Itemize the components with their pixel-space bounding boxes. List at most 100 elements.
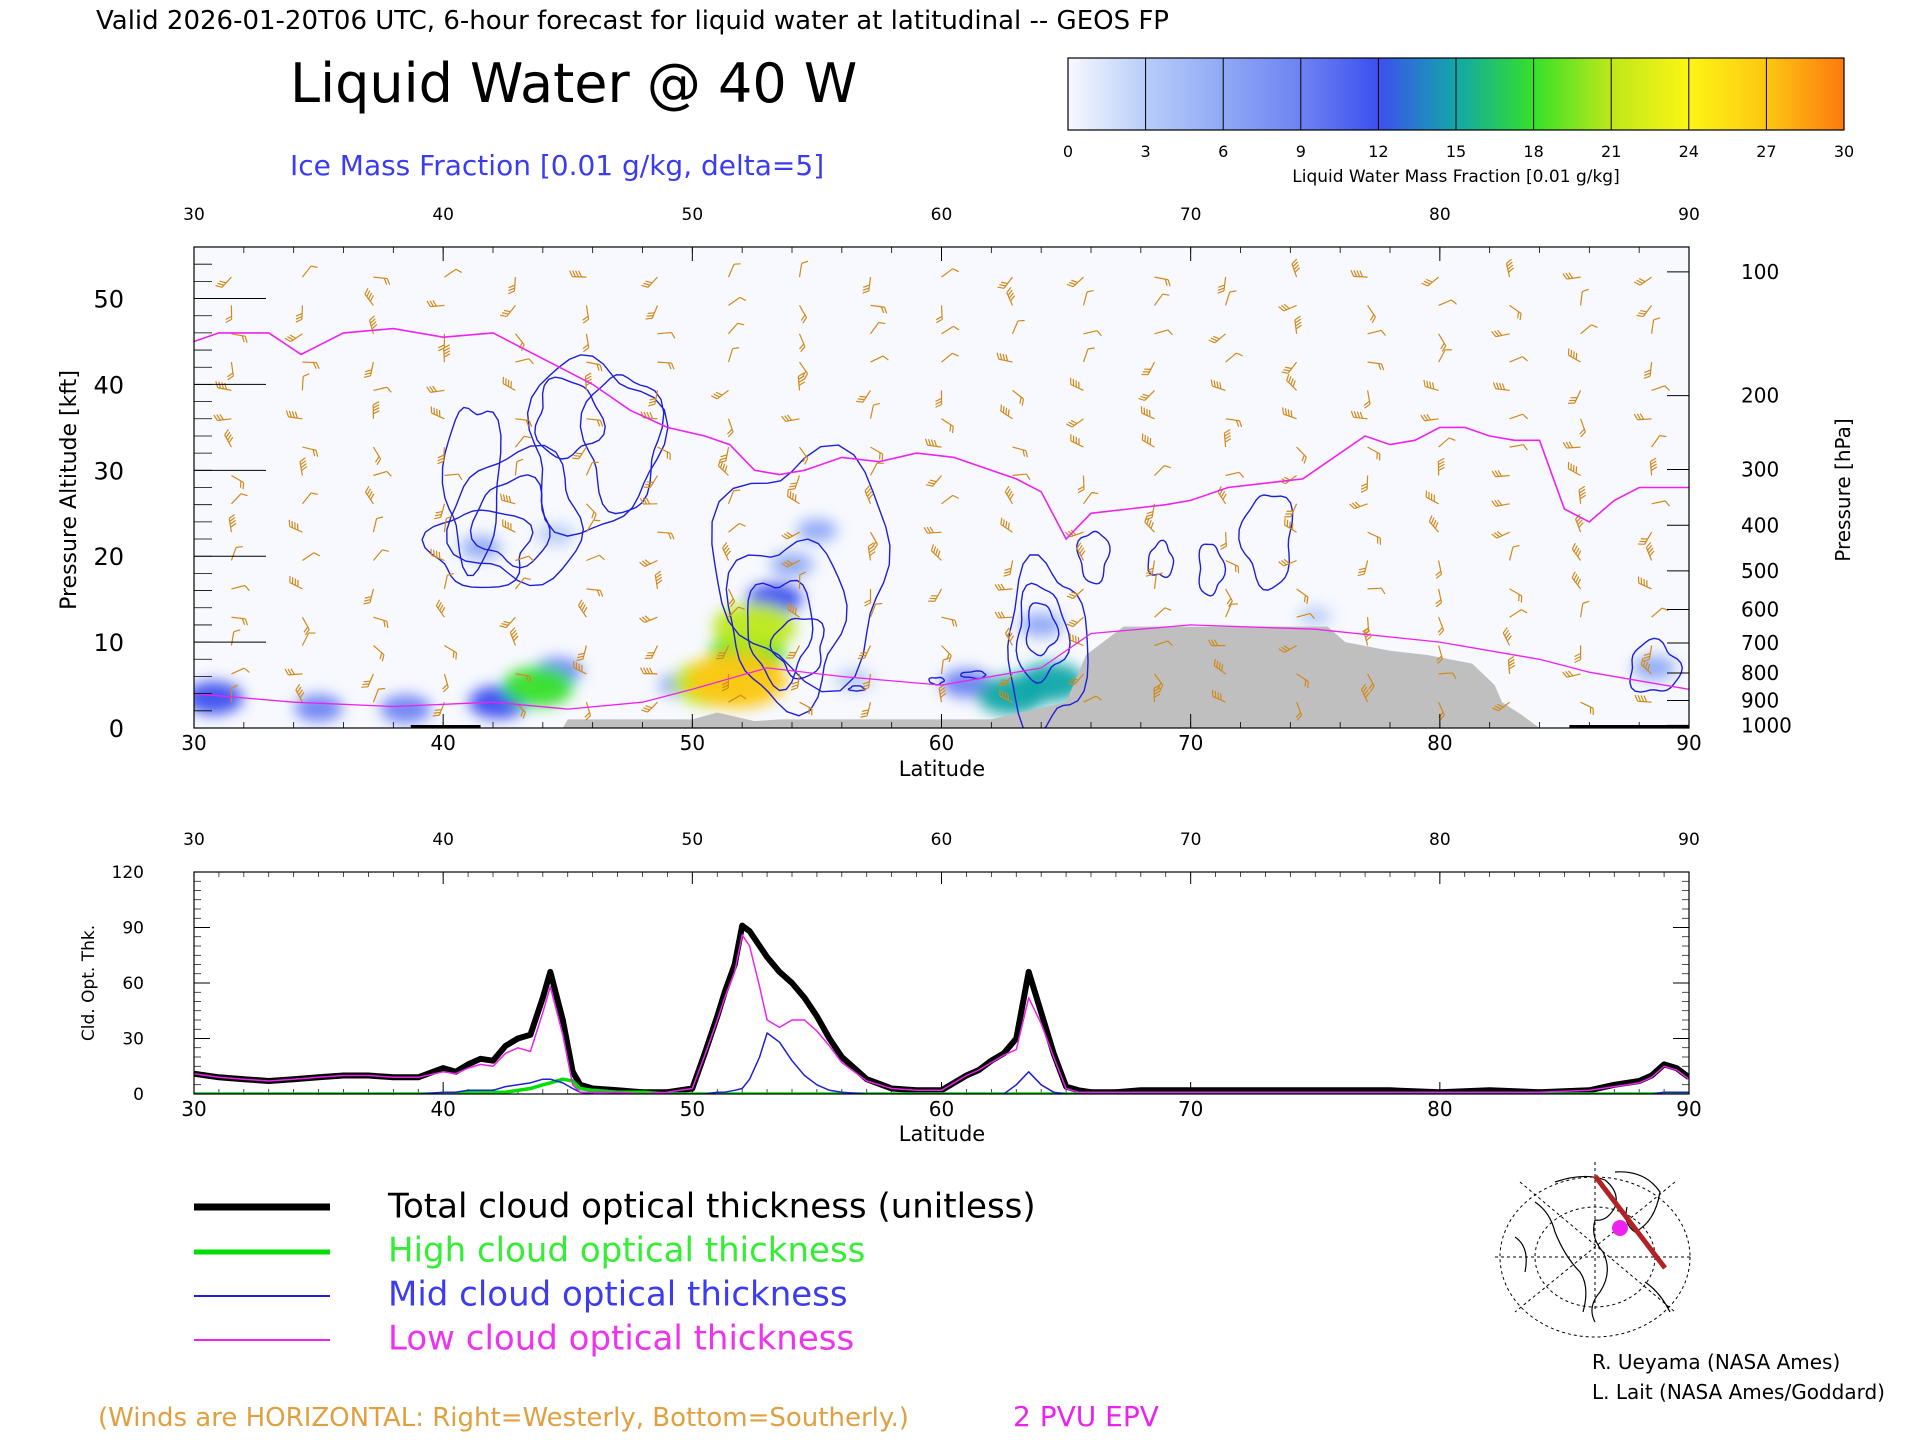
wind-barb [586, 554, 605, 562]
ice-contour [1238, 494, 1294, 591]
wind-barb [586, 361, 603, 372]
wind-barb [578, 599, 588, 618]
wind-barb [941, 325, 960, 335]
wind-barb [515, 673, 532, 683]
wind-barb [569, 270, 587, 278]
wind-barb [1225, 559, 1240, 574]
wind-barb [870, 304, 888, 314]
wind-barb [1011, 319, 1025, 335]
wind-barb [864, 588, 872, 607]
wind-barb [1580, 701, 1594, 716]
wind-barb [1360, 683, 1370, 703]
wind-barb [515, 418, 533, 428]
wind-barb [1367, 673, 1375, 693]
wind-barb [1651, 385, 1671, 391]
top-y-tick-label: 50 [93, 286, 124, 314]
wind-barb [1225, 588, 1233, 608]
wind-barb [502, 376, 516, 391]
wind-barb [1294, 315, 1302, 334]
winds-note: (Winds are HORIZONTAL: Right=Westerly, B… [98, 1403, 909, 1433]
wind-barb [1076, 542, 1086, 561]
top-y-tick-label: 40 [93, 371, 124, 399]
wind-barb [1296, 588, 1309, 604]
liquid-water-blob [1632, 655, 1676, 681]
wind-barb [1154, 329, 1173, 336]
wind-barb [657, 331, 676, 339]
wind-barb [444, 473, 463, 481]
wind-barb [1220, 532, 1227, 551]
wind-barb [1077, 475, 1085, 494]
ice-contour [1015, 582, 1071, 684]
wind-barb [1642, 645, 1653, 662]
wind-barb [719, 446, 730, 464]
wind-barb [1425, 490, 1439, 505]
wind-barb [1154, 640, 1173, 647]
wind-barb [225, 305, 233, 324]
wind-barb [1070, 434, 1084, 448]
wind-barb [1357, 560, 1369, 577]
wind-barb [284, 333, 303, 343]
pressure-tick-label: 300 [1741, 457, 1779, 481]
wind-barb [230, 629, 241, 646]
wind-barb [1082, 289, 1094, 306]
top-x-tick-label-upper: 50 [682, 205, 704, 225]
wind-barb [1006, 287, 1016, 306]
colorbar-tick-label: 24 [1679, 142, 1699, 161]
wind-barb [302, 446, 319, 457]
wind-barb [727, 588, 736, 608]
wind-barb [640, 667, 658, 675]
colorbar-tick-label: 15 [1446, 142, 1466, 161]
wind-barb [788, 475, 801, 491]
optical-thickness-frame [193, 871, 1690, 1095]
wind-barb [1083, 491, 1099, 505]
wind-barb [372, 446, 382, 466]
wind-barb [585, 503, 597, 521]
wind-barb [1211, 689, 1226, 703]
wind-barb [645, 305, 659, 320]
wind-barb [372, 516, 384, 533]
wind-barb [1154, 276, 1171, 287]
liquid-water-blob [536, 523, 575, 546]
wind-barb [1421, 276, 1439, 287]
cross-section-panel: 3030404050506060707080809090010203040501… [93, 205, 1791, 755]
wind-barb [285, 410, 303, 420]
wind-barb [639, 559, 658, 567]
wind-barb [1141, 433, 1155, 448]
wind-barb [1278, 558, 1297, 567]
liquid-water-blob [712, 602, 797, 651]
wind-barb [1562, 670, 1581, 678]
cross-section-track [1593, 1174, 1667, 1270]
bottom-xlabel: Latitude [899, 1122, 985, 1146]
wind-barb [1360, 475, 1369, 493]
wind-barb [998, 673, 1014, 687]
top-x-tick-label: 40 [430, 731, 455, 755]
wind-barb [1225, 418, 1243, 428]
legend-label-high: High cloud optical thickness [388, 1231, 865, 1271]
top-x-tick-label: 80 [1427, 731, 1452, 755]
wind-barb [426, 385, 445, 393]
wind-barb [231, 616, 249, 626]
series-line-total [194, 922, 1689, 1094]
tropopause-layer [194, 327, 1689, 710]
wind-barb [1367, 531, 1382, 545]
wind-barb [1437, 616, 1445, 636]
valid-time-header: Valid 2026-01-20T06 UTC, 6-hour forecast… [96, 6, 1169, 36]
wind-barb [1580, 288, 1589, 306]
wind-barb [373, 276, 391, 286]
wind-barb [1491, 329, 1510, 338]
pvu-label: 2 PVU EPV [1013, 1400, 1159, 1433]
wind-barb [1633, 413, 1652, 421]
wind-barb [299, 457, 308, 476]
liquid-water-blob [1019, 612, 1063, 638]
wind-barb [1000, 517, 1013, 533]
wind-barb [301, 265, 318, 278]
wind-barb [869, 462, 884, 476]
wind-barb [437, 447, 445, 465]
wind-barb [373, 470, 392, 477]
wind-barb [1349, 501, 1368, 510]
wind-barb [941, 418, 954, 434]
ice-contour [1025, 602, 1060, 657]
ice-contour [847, 685, 866, 692]
legend-label-low: Low cloud optical thickness [388, 1319, 854, 1359]
pv2-tropopause-line [194, 327, 1689, 541]
